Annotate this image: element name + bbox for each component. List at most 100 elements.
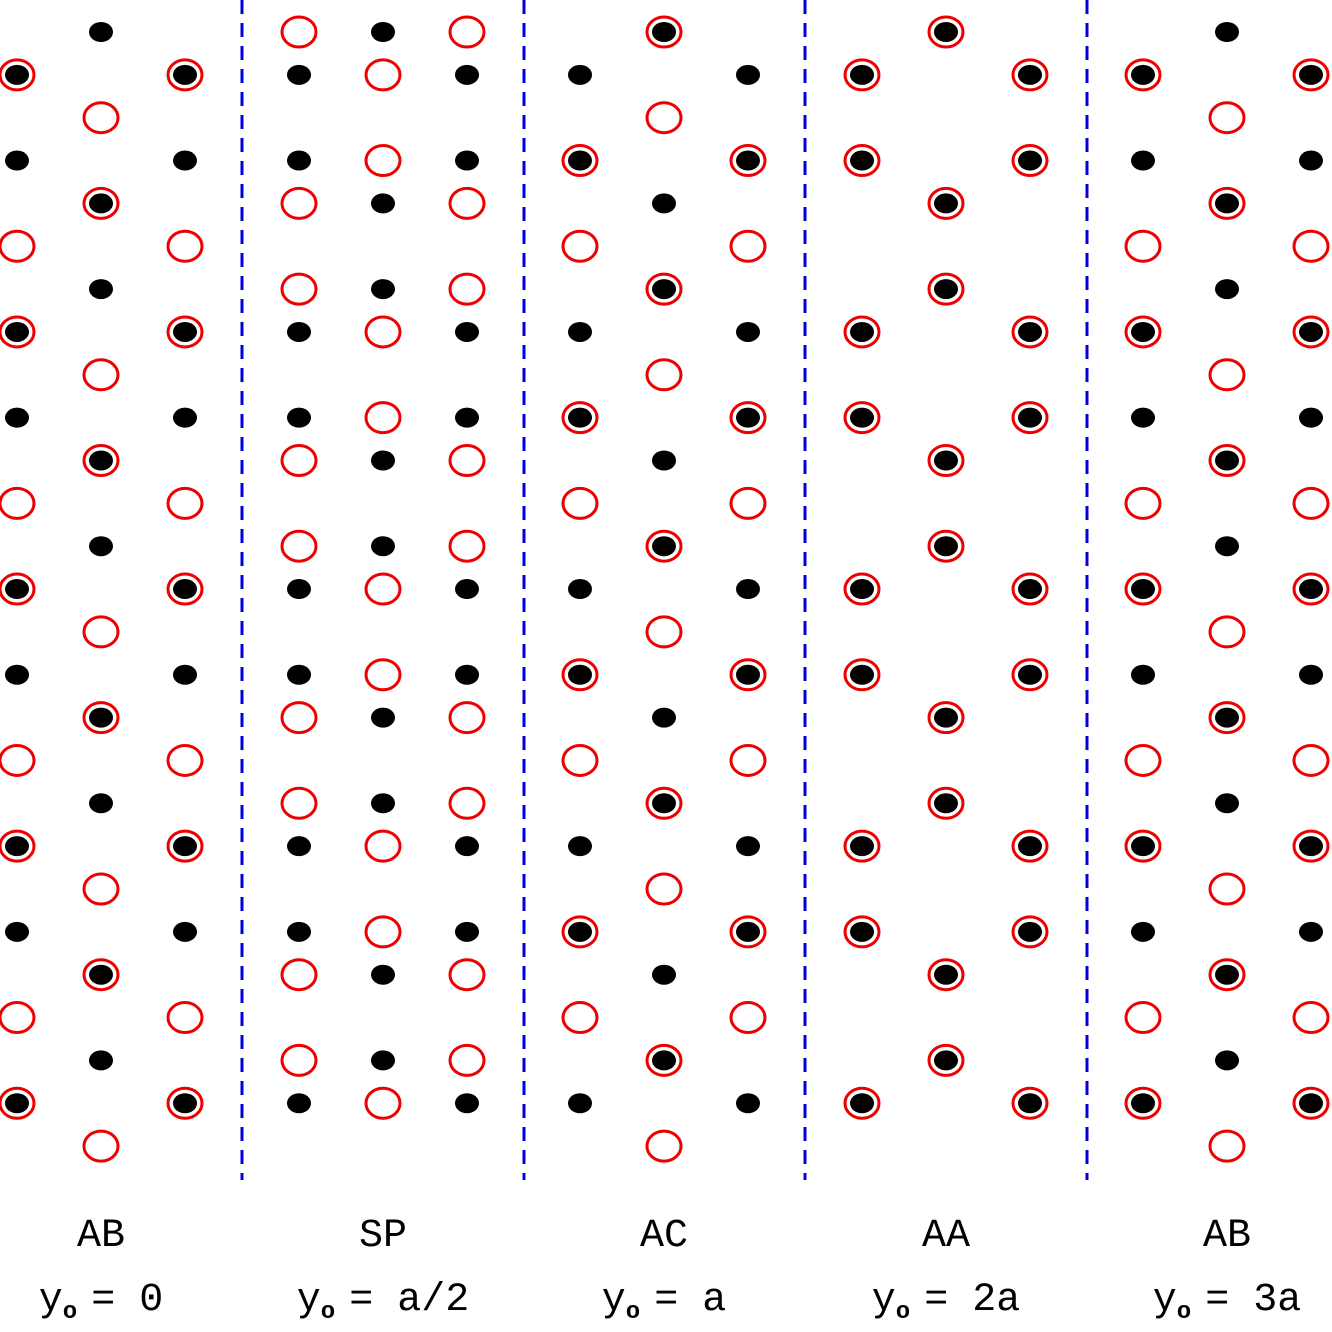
bottom-layer-atom <box>5 407 29 428</box>
bottom-layer-atom <box>850 579 874 600</box>
top-layer-atom <box>0 486 36 520</box>
variable: y <box>602 1278 626 1323</box>
top-layer-atom <box>1011 915 1049 949</box>
bottom-layer-atom <box>652 22 676 42</box>
top-layer-atom <box>1292 829 1330 863</box>
bottom-layer-atom <box>1215 1050 1239 1071</box>
top-layer-atom <box>645 529 683 563</box>
bottom-layer-atom <box>455 321 479 342</box>
bottom-layer-atom <box>1018 921 1042 942</box>
bottom-layer-atom <box>1018 664 1042 685</box>
top-layer-atom <box>280 1043 318 1077</box>
top-layer-atom <box>364 401 402 435</box>
subscript: o <box>321 1299 335 1326</box>
bottom-layer-atom <box>934 536 958 557</box>
top-layer-atom <box>843 1086 881 1120</box>
variable: y <box>1153 1278 1177 1323</box>
top-layer-atom <box>82 872 120 906</box>
top-layer-atom <box>1292 1086 1330 1120</box>
bottom-layer-atom <box>568 836 592 857</box>
top-layer-atom <box>1208 358 1246 392</box>
bottom-layer-atom <box>1299 921 1323 942</box>
top-layer-atom <box>166 315 204 349</box>
top-layer-atom <box>1011 401 1049 435</box>
top-layer-atom <box>843 915 881 949</box>
bottom-layer-atom <box>1299 150 1323 171</box>
top-layer-atom <box>927 444 965 477</box>
top-layer-atom <box>166 1001 204 1035</box>
subscript: o <box>896 1299 910 1326</box>
top-layer-atom <box>843 658 881 692</box>
top-layer-atom <box>0 229 36 263</box>
top-layer-atom <box>0 1001 36 1035</box>
top-layer-atom <box>645 358 683 392</box>
top-layer-atom <box>364 1086 402 1120</box>
top-layer-atom <box>280 701 318 735</box>
bottom-layer-atom <box>1018 407 1042 428</box>
bottom-layer-atom <box>287 579 311 600</box>
top-layer-atom <box>448 958 486 992</box>
top-layer-atom <box>1011 658 1049 692</box>
bottom-layer-atom <box>5 64 29 85</box>
bottom-layer-atom <box>568 921 592 942</box>
bottom-layer-atom <box>736 1093 760 1114</box>
top-layer-atom <box>280 186 318 220</box>
bottom-layer-atom <box>89 536 113 557</box>
top-layer-atom <box>166 1086 204 1120</box>
top-layer-atom <box>280 272 318 306</box>
bottom-layer-atom <box>1131 407 1155 428</box>
top-layer-atom <box>729 486 767 520</box>
top-layer-atom <box>561 401 599 435</box>
top-layer-atom <box>82 701 120 735</box>
bottom-layer-atom <box>287 1093 311 1114</box>
top-layer-atom <box>448 272 486 306</box>
atoms <box>0 15 1330 1163</box>
variable: y <box>872 1278 896 1323</box>
top-layer-atom <box>843 829 881 863</box>
value: = 0 <box>91 1278 163 1323</box>
top-layer-atom <box>82 615 120 649</box>
subscript: o <box>63 1299 77 1326</box>
top-layer-atom <box>364 572 402 606</box>
bottom-layer-atom <box>736 579 760 600</box>
top-layer-atom <box>561 915 599 949</box>
top-layer-atom <box>645 15 683 49</box>
bottom-layer-atom <box>371 450 395 471</box>
bottom-layer-atom <box>934 193 958 214</box>
top-layer-atom <box>1011 1086 1049 1120</box>
bottom-layer-atom <box>173 150 197 171</box>
top-layer-atom <box>729 1001 767 1035</box>
stacking-label: AC <box>640 1214 688 1259</box>
top-layer-atom <box>843 144 881 178</box>
top-layer-atom <box>729 401 767 435</box>
top-layer-atom <box>645 101 683 135</box>
top-layer-atom <box>1292 229 1330 263</box>
top-layer-atom <box>166 572 204 606</box>
top-layer-atom <box>927 1043 965 1077</box>
bottom-layer-atom <box>371 964 395 985</box>
top-layer-atom <box>729 743 767 777</box>
bottom-layer-atom <box>1215 279 1239 300</box>
shift-label: yo = a/2 <box>297 1278 469 1326</box>
bottom-layer-atom <box>287 64 311 85</box>
bottom-layer-atom <box>652 1050 676 1071</box>
shift-label: yo = 2a <box>872 1278 1020 1326</box>
bottom-layer-atom <box>850 921 874 942</box>
panel-atoms <box>561 15 767 1163</box>
bottom-layer-atom <box>850 1093 874 1114</box>
top-layer-atom <box>0 58 36 92</box>
bottom-layer-atom <box>652 536 676 557</box>
top-layer-atom <box>82 358 120 392</box>
bottom-layer-atom <box>1018 150 1042 171</box>
bottom-layer-atom <box>455 921 479 942</box>
top-layer-atom <box>364 315 402 349</box>
bottom-layer-atom <box>1299 836 1323 857</box>
top-layer-atom <box>1124 486 1162 520</box>
top-layer-atom <box>645 1043 683 1077</box>
bottom-layer-atom <box>5 836 29 857</box>
bottom-layer-atom <box>455 1093 479 1114</box>
top-layer-atom <box>645 615 683 649</box>
top-layer-atom <box>82 958 120 992</box>
bottom-layer-atom <box>455 579 479 600</box>
